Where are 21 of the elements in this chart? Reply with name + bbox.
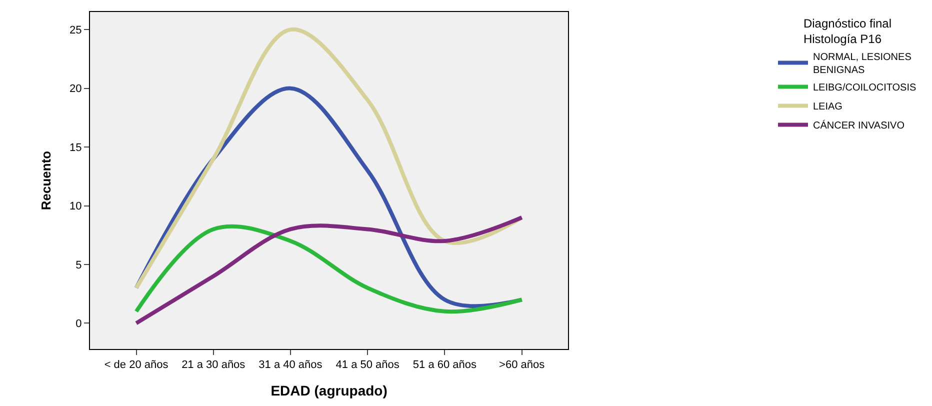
legend-label: LEIAG (813, 102, 843, 113)
x-tick-label: >60 años (499, 359, 546, 372)
line-series (134, 28, 524, 290)
line-series (134, 215, 524, 326)
legend-label: CÁNCER INVASIVO (813, 120, 905, 132)
x-tick-label: 21 a 30 años (182, 359, 246, 372)
y-tick-label: 5 (76, 259, 82, 272)
y-tick-label: 20 (70, 83, 82, 96)
x-tick-label: 41 a 50 años (336, 359, 400, 372)
y-tick-label: 15 (70, 142, 82, 154)
x-tick-label: 31 a 40 años (258, 359, 323, 372)
legend-label: LEIBG/COILOCITOSIS (813, 82, 917, 94)
legend-label: NORMAL, LESIONES BENIGNAS (813, 52, 912, 76)
y-tick-label: 25 (70, 24, 82, 36)
legend-title: Diagnóstico final Histología P16 (803, 16, 892, 46)
x-tick-label: 51 a 60 años (412, 359, 478, 372)
y-axis-title: Recuento (38, 150, 54, 210)
y-tick-label: 0 (76, 318, 82, 330)
y-tick-label: 10 (70, 200, 82, 213)
x-axis-title: EDAD (agrupado) (270, 382, 388, 398)
x-tick-label: < de 20 años (104, 359, 169, 372)
